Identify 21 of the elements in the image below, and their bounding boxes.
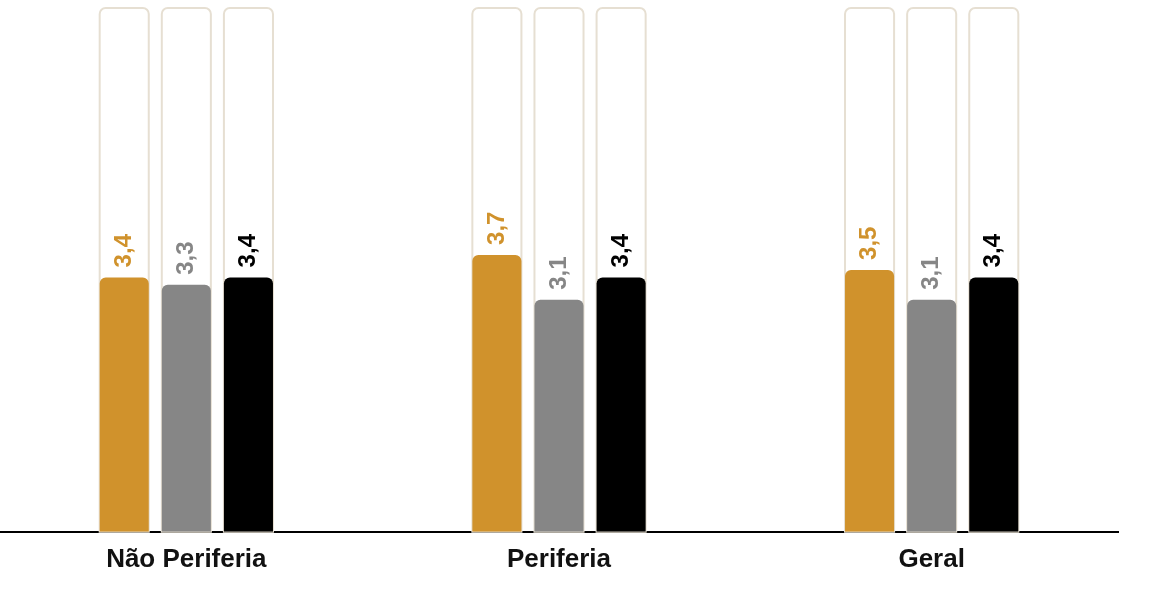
data-label: 3,1 (543, 256, 571, 290)
bar (534, 299, 584, 532)
bar (223, 277, 273, 532)
bar (907, 299, 957, 532)
bar (472, 254, 522, 532)
data-label: 3,4 (978, 233, 1006, 268)
data-label: 3,3 (170, 241, 198, 275)
data-label: 3,5 (854, 226, 882, 260)
bar (99, 277, 149, 532)
bar (596, 277, 646, 532)
bar (969, 277, 1019, 532)
x-tick-label: Não Periferia (106, 542, 268, 573)
bar (845, 269, 895, 532)
bar (161, 284, 211, 532)
data-label: 3,7 (481, 211, 509, 245)
data-label: 3,4 (233, 233, 261, 268)
data-label: 3,4 (108, 233, 136, 268)
data-label: 3,4 (605, 233, 633, 268)
x-tick-label: Geral (898, 542, 965, 573)
x-tick-label: Periferia (506, 542, 612, 573)
data-label: 3,1 (916, 256, 944, 290)
